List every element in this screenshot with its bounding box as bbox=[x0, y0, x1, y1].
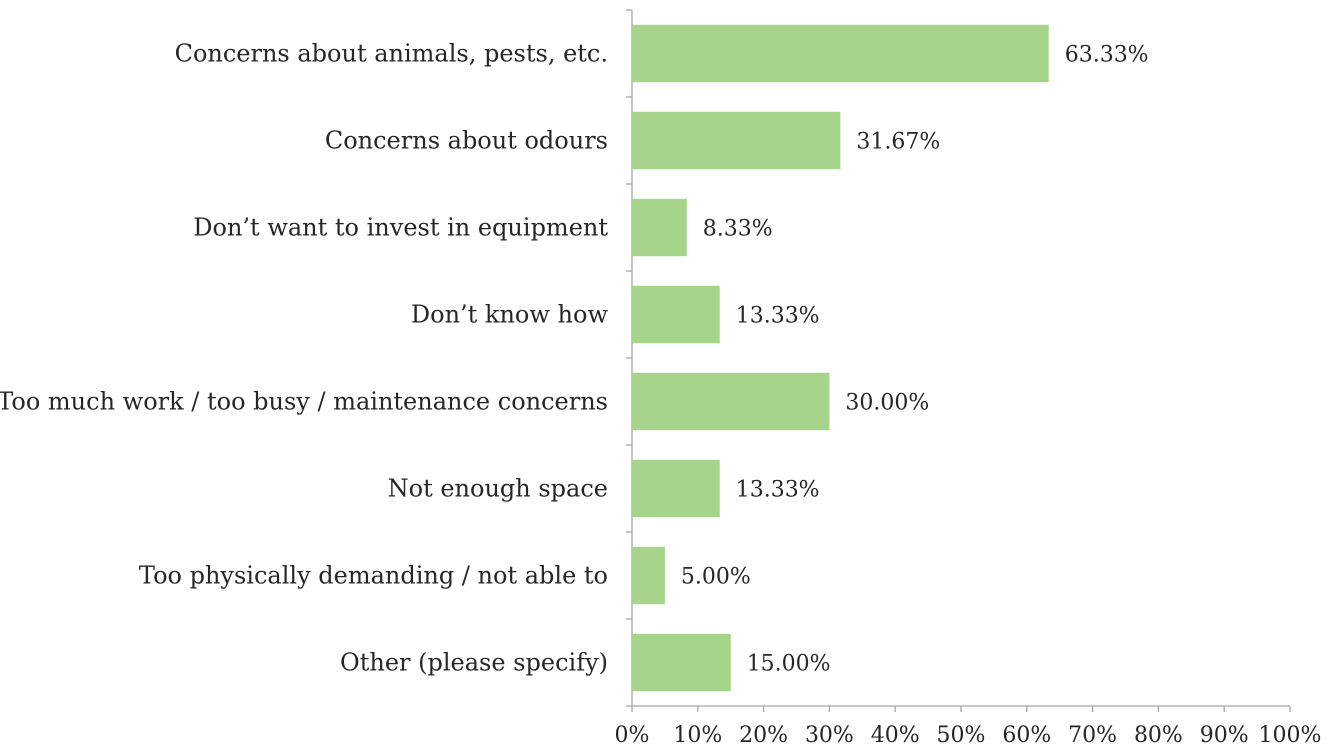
category-label: Too physically demanding / not able to bbox=[139, 562, 608, 590]
category-label: Don’t know how bbox=[411, 301, 609, 329]
x-tick-label: 20% bbox=[739, 723, 788, 748]
x-tick-label: 90% bbox=[1200, 723, 1249, 748]
bar bbox=[632, 459, 720, 518]
bar bbox=[632, 198, 687, 257]
bar bbox=[632, 111, 841, 170]
category-label: Concerns about odours bbox=[325, 127, 608, 155]
x-tick-label: 30% bbox=[805, 723, 854, 748]
data-label: 63.33% bbox=[1065, 43, 1149, 68]
bar bbox=[632, 372, 830, 431]
bar bbox=[632, 633, 731, 692]
bar bbox=[632, 546, 665, 605]
data-labels: 63.33% 31.67% 8.33% 13.33% 30.00% 13.33% 5.00%… bbox=[681, 43, 1149, 677]
category-label: Other (please specify) bbox=[340, 649, 608, 677]
x-tick-label: 50% bbox=[937, 723, 986, 748]
data-label: 13.33% bbox=[736, 478, 820, 503]
bar bbox=[632, 285, 720, 344]
data-label: 5.00% bbox=[681, 565, 751, 590]
bars bbox=[632, 24, 1049, 692]
x-tick-label: 80% bbox=[1134, 723, 1183, 748]
x-tick-label: 0% bbox=[615, 723, 650, 748]
category-labels: Concerns about animals, pests, etc. Conce… bbox=[0, 40, 608, 677]
category-label: Not enough space bbox=[388, 475, 608, 503]
x-tick-label: 60% bbox=[1002, 723, 1051, 748]
category-label: Don’t want to invest in equipment bbox=[193, 214, 608, 242]
data-label: 30.00% bbox=[845, 391, 929, 416]
data-label: 15.00% bbox=[747, 652, 831, 677]
x-tick-label: 70% bbox=[1068, 723, 1117, 748]
category-label: Too much work / too busy / maintenance c… bbox=[0, 388, 608, 416]
x-tick-labels: 0% 10% 20% 30% 40% 50% 60% 70% 80% 90% 100% bbox=[615, 723, 1322, 748]
x-tick-label: 10% bbox=[673, 723, 722, 748]
data-label: 13.33% bbox=[736, 304, 820, 329]
bar bbox=[632, 24, 1049, 83]
data-label: 31.67% bbox=[856, 130, 940, 155]
category-label: Concerns about animals, pests, etc. bbox=[175, 40, 608, 68]
x-tick-label: 100% bbox=[1259, 723, 1322, 748]
data-label: 8.33% bbox=[703, 217, 773, 242]
x-tick-label: 40% bbox=[871, 723, 920, 748]
